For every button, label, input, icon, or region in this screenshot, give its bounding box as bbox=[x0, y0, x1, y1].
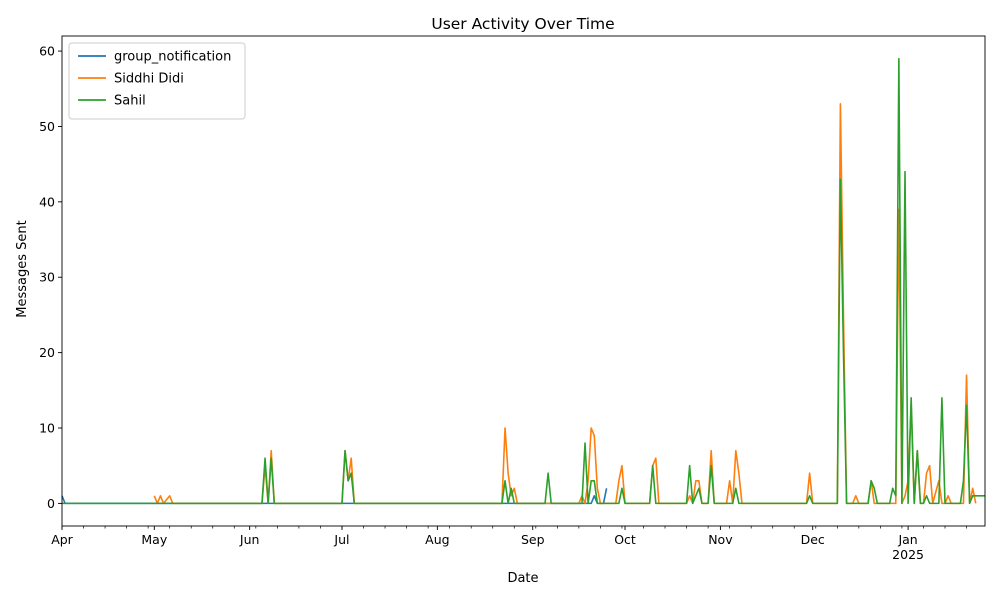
legend-entry-label: group_notification bbox=[114, 50, 231, 65]
y-tick-label: 30 bbox=[39, 270, 55, 285]
x-tick-label: May bbox=[141, 532, 167, 547]
legend: group_notification Siddhi Didi Sahil bbox=[68, 42, 246, 120]
y-tick-label: 40 bbox=[39, 194, 55, 209]
series-line-0 bbox=[61, 488, 608, 505]
plot-frame bbox=[61, 35, 986, 527]
y-tick-label: 50 bbox=[39, 119, 55, 134]
y-tick-label: 20 bbox=[39, 345, 55, 360]
x-tick-label: Nov bbox=[708, 532, 733, 547]
series-layer bbox=[61, 57, 985, 505]
x-tick-label: Aug bbox=[425, 532, 449, 547]
x-tick-label: Apr bbox=[51, 532, 73, 547]
x-tick-label: Jun bbox=[239, 532, 260, 547]
x-tick-sublabel: 2025 bbox=[892, 547, 924, 562]
x-tick-label: Jan bbox=[897, 532, 917, 547]
axes-layer: 0 10 20 30 40 50 60 Apr May Jun Jul Aug Sep Oct Nov Dec… bbox=[39, 35, 986, 562]
x-tick-label: Dec bbox=[801, 532, 825, 547]
x-tick-label: Oct bbox=[614, 532, 636, 547]
series-line-2 bbox=[62, 57, 985, 505]
y-tick-label: 60 bbox=[39, 44, 55, 59]
legend-box bbox=[68, 42, 246, 120]
legend-entry-label: Sahil bbox=[114, 94, 146, 109]
y-tick-label: 10 bbox=[39, 421, 55, 436]
y-tick-label: 0 bbox=[47, 496, 55, 511]
x-tick-label: Jul bbox=[333, 532, 349, 547]
x-axis-title: Date bbox=[507, 571, 538, 586]
legend-entry-label: Siddhi Didi bbox=[114, 72, 184, 87]
y-axis-title: Messages Sent bbox=[15, 220, 30, 317]
chart-title: User Activity Over Time bbox=[431, 15, 614, 33]
series-line-1 bbox=[153, 103, 977, 505]
x-tick-label: Sep bbox=[521, 532, 545, 547]
